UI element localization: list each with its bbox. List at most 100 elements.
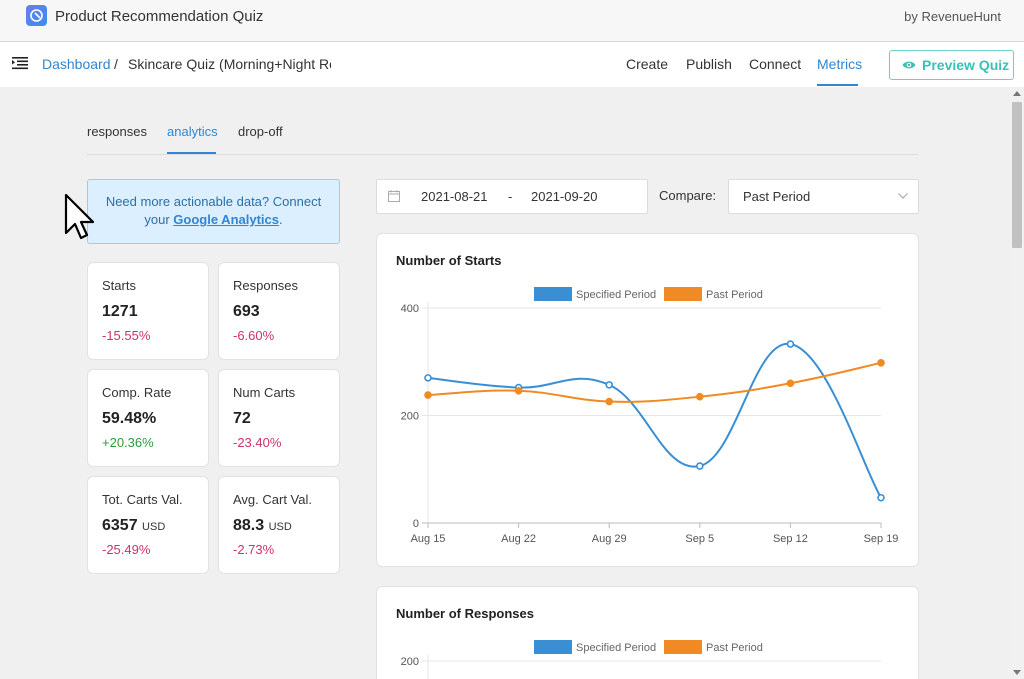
tab-responses[interactable]: responses: [87, 124, 147, 139]
data-point: [605, 397, 613, 406]
menu-collapse-icon[interactable]: [12, 56, 28, 70]
stat-label: Num Carts: [233, 385, 296, 400]
data-point: [877, 493, 885, 502]
stat-card-completion-rate: Comp. Rate 59.48% +20.36%: [87, 369, 209, 467]
stat-change: -2.73%: [233, 542, 275, 557]
legend-label: Past Period: [706, 642, 763, 654]
stat-card-total-carts-value: Tot. Carts Val. 6357 USD -25.49%: [87, 476, 209, 574]
x-tick-label: Aug 15: [411, 533, 446, 545]
date-start[interactable]: 2021-08-21: [421, 189, 488, 204]
legend-label: Specified Period: [576, 642, 656, 654]
stat-value: 59.48%: [102, 410, 157, 427]
stat-value: 72: [233, 410, 251, 427]
stat-change: -23.40%: [233, 435, 282, 450]
stat-card-responses: Responses 693 -6.60%: [218, 262, 340, 360]
legend-swatch: [664, 640, 702, 654]
nav-create[interactable]: Create: [626, 56, 669, 72]
y-tick-label: 200: [401, 411, 419, 423]
legend-swatch: [534, 287, 572, 301]
ga-notice-text: Need more actionable data? Connect your: [105, 194, 322, 227]
chart-legend: Specified Period Past Period: [534, 287, 763, 301]
nav-publish[interactable]: Publish: [686, 56, 732, 72]
x-tick-label: Aug 22: [501, 533, 536, 545]
tab-drop-off[interactable]: drop-off: [238, 124, 283, 139]
data-point: [424, 374, 432, 382]
ga-notice-end: .: [279, 212, 283, 227]
nav-active-indicator: [817, 84, 858, 86]
legend-label: Specified Period: [576, 289, 656, 301]
compare-label: Compare:: [659, 188, 717, 203]
scrollbar-thumb[interactable]: [1012, 102, 1022, 248]
stat-card-starts: Starts 1271 -15.55%: [87, 262, 209, 360]
y-tick-label: 0: [413, 518, 419, 530]
chart-card-responses: Number of Responses Specified Period Past…: [376, 586, 919, 679]
date-separator: -: [508, 189, 513, 204]
page-scrollbar[interactable]: [1010, 87, 1024, 679]
data-point: [786, 379, 795, 388]
chart-title: Number of Responses: [396, 606, 534, 621]
legend-swatch: [664, 287, 702, 301]
stat-label: Comp. Rate: [102, 385, 172, 400]
google-analytics-notice: Need more actionable data? Connect your …: [87, 179, 340, 244]
x-tick-label: Sep 5: [685, 533, 714, 545]
chart-title: Number of Starts: [396, 253, 502, 268]
title-bar: Product Recommendation Quiz by RevenueHu…: [0, 0, 1024, 42]
stat-change: +20.36%: [102, 435, 154, 450]
series-line: [427, 361, 882, 403]
stat-label: Starts: [102, 278, 136, 293]
preview-quiz-label: Preview Quiz: [922, 57, 1010, 73]
legend-label: Past Period: [706, 289, 763, 301]
stat-label: Tot. Carts Val.: [102, 492, 183, 507]
data-point: [695, 462, 704, 470]
eye-icon: [902, 61, 916, 69]
stat-value: 88.3 USD: [233, 517, 292, 534]
breadcrumb-separator: /: [114, 56, 118, 72]
compare-value: Past Period: [743, 189, 811, 204]
stat-label: Responses: [233, 278, 299, 293]
line-chart: Specified Period Past Period 0 200 400 Aug 15…: [401, 287, 899, 545]
stat-card-num-carts: Num Carts 72 -23.40%: [218, 369, 340, 467]
x-tick-label: Sep 19: [864, 533, 899, 545]
app-title: Product Recommendation Quiz: [55, 8, 264, 25]
tab-analytics[interactable]: analytics: [167, 124, 218, 139]
chart-legend: Specified Period Past Period: [534, 640, 763, 654]
scroll-up-arrow-icon[interactable]: [1013, 91, 1021, 96]
date-range-picker[interactable]: 2021-08-21 - 2021-09-20: [376, 179, 648, 214]
legend-swatch: [534, 640, 572, 654]
calendar-icon: [388, 190, 400, 202]
stat-change: -6.60%: [233, 328, 275, 343]
preview-quiz-button[interactable]: Preview Quiz: [889, 50, 1014, 80]
x-tick-label: Aug 29: [592, 533, 627, 545]
stat-change: -15.55%: [102, 328, 151, 343]
data-point: [877, 359, 885, 367]
data-point: [424, 391, 432, 399]
stat-value: 693: [233, 303, 260, 320]
date-end[interactable]: 2021-09-20: [531, 189, 598, 204]
data-point: [514, 386, 523, 395]
stat-change: -25.49%: [102, 542, 151, 557]
stat-label: Avg. Cart Val.: [233, 492, 312, 507]
tab-active-indicator: [167, 152, 216, 154]
nav-connect[interactable]: Connect: [749, 56, 802, 72]
google-analytics-link[interactable]: Google Analytics: [173, 212, 279, 227]
chart-card-starts: Number of Starts Specified Period Past Pe…: [376, 233, 919, 567]
breadcrumb-current-quiz: Skincare Quiz (Morning+Night Routine): [128, 56, 331, 72]
breadcrumb-dashboard-link[interactable]: Dashboard: [42, 56, 111, 72]
tabs-divider: [87, 154, 918, 155]
vendor-label: by RevenueHunt: [904, 9, 1001, 24]
y-tick-label: 400: [401, 303, 419, 315]
stat-card-avg-cart-value: Avg. Cart Val. 88.3 USD -2.73%: [218, 476, 340, 574]
data-point: [786, 340, 795, 348]
chevron-down-icon: [898, 193, 908, 199]
data-point: [695, 392, 704, 401]
y-tick-label: 200: [401, 656, 419, 668]
app-logo-icon: [26, 5, 47, 26]
mouse-cursor-icon: [64, 193, 95, 240]
series-line: [427, 342, 882, 499]
nav-metrics[interactable]: Metrics: [817, 56, 863, 72]
stat-value: 6357 USD: [102, 517, 166, 534]
compare-select[interactable]: Past Period: [728, 179, 919, 214]
top-navbar: Dashboard / Skincare Quiz (Morning+Night…: [0, 42, 1024, 87]
scroll-down-arrow-icon[interactable]: [1013, 670, 1021, 675]
x-tick-label: Sep 12: [773, 533, 808, 545]
